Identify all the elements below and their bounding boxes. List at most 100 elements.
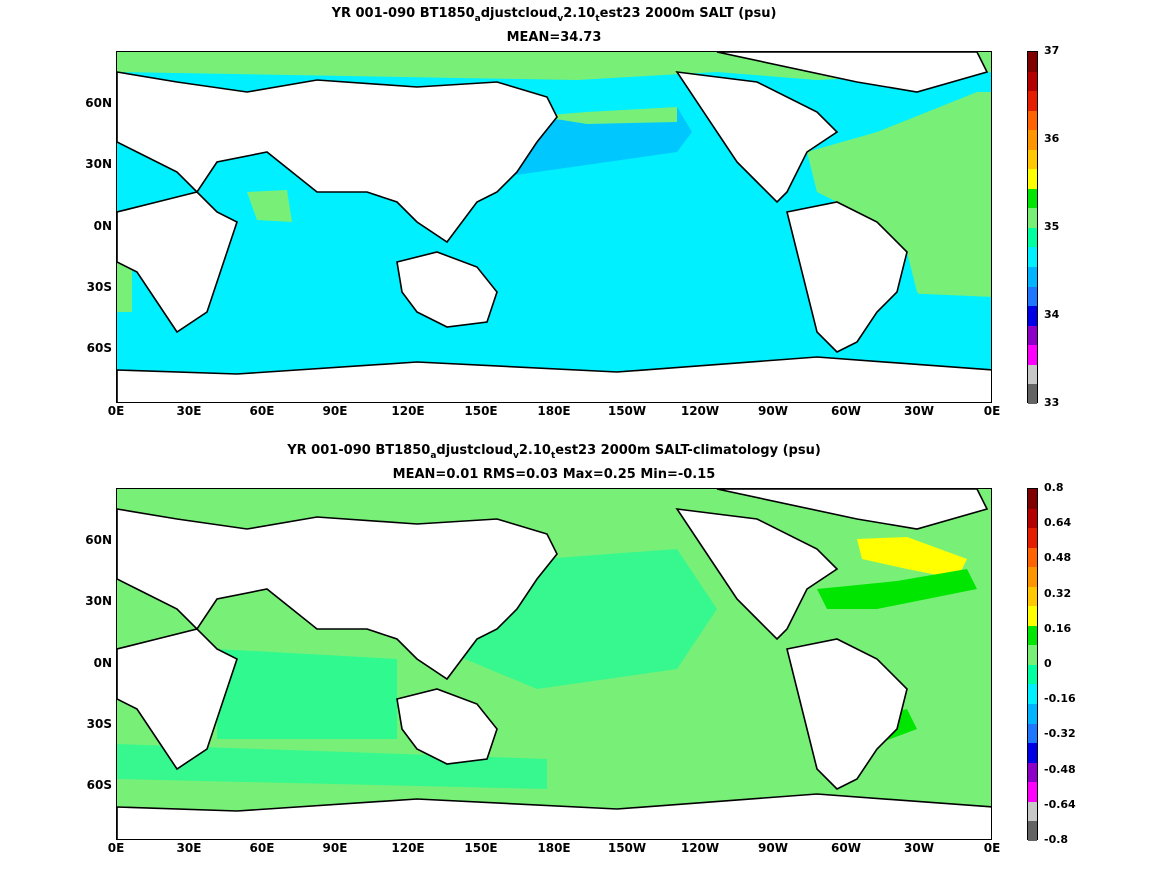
latitude-label: 60S (86, 341, 112, 355)
australia-land (396, 251, 498, 328)
bottom-map-svg (117, 489, 991, 839)
atlantic-salty-zone (807, 92, 991, 312)
latitude-label: 30S (86, 717, 112, 731)
top-map-svg (117, 52, 991, 402)
top-map-panel (116, 51, 992, 403)
africa-land-b (117, 628, 238, 771)
longitude-label: 60E (249, 404, 275, 418)
colorbar-label: -0.8 (1044, 833, 1069, 846)
top-colorbar (1027, 51, 1038, 404)
colorbar-label: 0.16 (1044, 621, 1072, 635)
south-atlantic-tongue (877, 292, 991, 322)
latitude-label: 30N (85, 157, 112, 171)
colorbar-swatch (1028, 723, 1037, 744)
colorbar-swatch (1028, 606, 1037, 626)
longitude-label: 180E (537, 841, 571, 855)
latitude-label: 60N (85, 96, 112, 110)
colorbar-label: -0.16 (1044, 692, 1076, 706)
colorbar-swatch (1028, 208, 1037, 228)
colorbar-swatch (1028, 664, 1037, 685)
longitude-label: 90W (758, 841, 788, 855)
colorbar-label: 0.48 (1044, 551, 1072, 565)
bottom-subtitle: MEAN=0.01 RMS=0.03 Max=0.25 Min=-0.15 (392, 467, 716, 482)
colorbar-swatch (1028, 821, 1037, 841)
colorbar-swatch (1028, 247, 1037, 268)
longitude-label: 150W (607, 841, 647, 855)
colorbar-swatch (1028, 130, 1037, 150)
colorbar-swatch (1028, 528, 1037, 548)
longitude-label: 90E (322, 841, 348, 855)
longitude-label: 30E (176, 404, 202, 418)
colorbar-swatch (1028, 684, 1037, 705)
bottom-colorbar (1027, 488, 1038, 841)
colorbar-swatch (1028, 110, 1037, 131)
latitude-label: 60N (85, 533, 112, 547)
north-america-land-b (675, 489, 989, 641)
longitude-label: 60E (249, 841, 275, 855)
colorbar-swatch (1028, 306, 1037, 326)
longitude-label: 60W (831, 404, 861, 418)
longitude-label: 0E (107, 841, 125, 855)
colorbar-swatch (1028, 169, 1037, 189)
latitude-label: 0N (93, 656, 112, 670)
colorbar-label: 34 (1044, 308, 1060, 321)
top-title: YR 001-090 BT1850adjustcloudv2.10test23 … (331, 6, 777, 24)
longitude-label: 0E (983, 841, 1001, 855)
south-america-land-b (786, 638, 908, 790)
colorbar-swatch (1028, 325, 1037, 346)
colorbar-swatch (1028, 286, 1037, 307)
colorbar-label: 37 (1044, 44, 1060, 57)
colorbar-swatch (1028, 586, 1037, 607)
colorbar-swatch (1028, 625, 1037, 646)
top-subtitle: MEAN=34.73 (506, 30, 602, 45)
latitude-label: 30S (86, 280, 112, 294)
colorbar-swatch (1028, 227, 1037, 248)
colorbar-swatch (1028, 782, 1037, 802)
red-sea-patch (247, 190, 292, 222)
colorbar-swatch (1028, 149, 1037, 170)
colorbar-swatch (1028, 188, 1037, 209)
colorbar-swatch (1028, 567, 1037, 587)
longitude-label: 150E (464, 404, 498, 418)
latitude-label: 60S (86, 778, 112, 792)
north-pacific-salty-strip (537, 107, 677, 124)
australia-land-b (396, 688, 498, 765)
colorbar-label: -0.48 (1044, 762, 1076, 776)
colorbar-swatch (1028, 345, 1037, 365)
antarctica-land-b (117, 793, 991, 839)
labrador-positive-anomaly (857, 537, 967, 579)
longitude-label: 120W (680, 841, 720, 855)
latitude-label: 0N (93, 219, 112, 233)
colorbar-label: 36 (1044, 132, 1060, 145)
longitude-label: 30W (904, 841, 934, 855)
longitude-label: 120E (391, 404, 425, 418)
colorbar-label: 0.32 (1044, 586, 1072, 600)
colorbar-swatch (1028, 801, 1037, 822)
colorbar-label: -0.32 (1044, 727, 1076, 741)
longitude-label: 150W (607, 404, 647, 418)
colorbar-swatch (1028, 267, 1037, 287)
longitude-label: 0E (107, 404, 125, 418)
colorbar-label: 33 (1044, 396, 1060, 409)
colorbar-swatch (1028, 762, 1037, 783)
colorbar-swatch (1028, 508, 1037, 529)
longitude-label: 120W (680, 404, 720, 418)
indian-anomaly-blob (217, 649, 397, 739)
continents (117, 52, 991, 402)
colorbar-swatch (1028, 91, 1037, 111)
colorbar-label: 35 (1044, 220, 1060, 233)
colorbar-swatch (1028, 743, 1037, 763)
longitude-label: 150E (464, 841, 498, 855)
antarctica-land (117, 356, 991, 402)
longitude-label: 180E (537, 404, 571, 418)
longitude-label: 90W (758, 404, 788, 418)
continents-bottom (117, 489, 991, 839)
colorbar-label: 0 (1044, 657, 1052, 670)
longitude-label: 0E (983, 404, 1001, 418)
longitude-label: 30W (904, 404, 934, 418)
colorbar-swatch (1028, 645, 1037, 665)
longitude-label: 30E (176, 841, 202, 855)
colorbar-label: 0.8 (1044, 481, 1064, 494)
colorbar-label: 0.64 (1044, 516, 1072, 530)
longitude-label: 60W (831, 841, 861, 855)
